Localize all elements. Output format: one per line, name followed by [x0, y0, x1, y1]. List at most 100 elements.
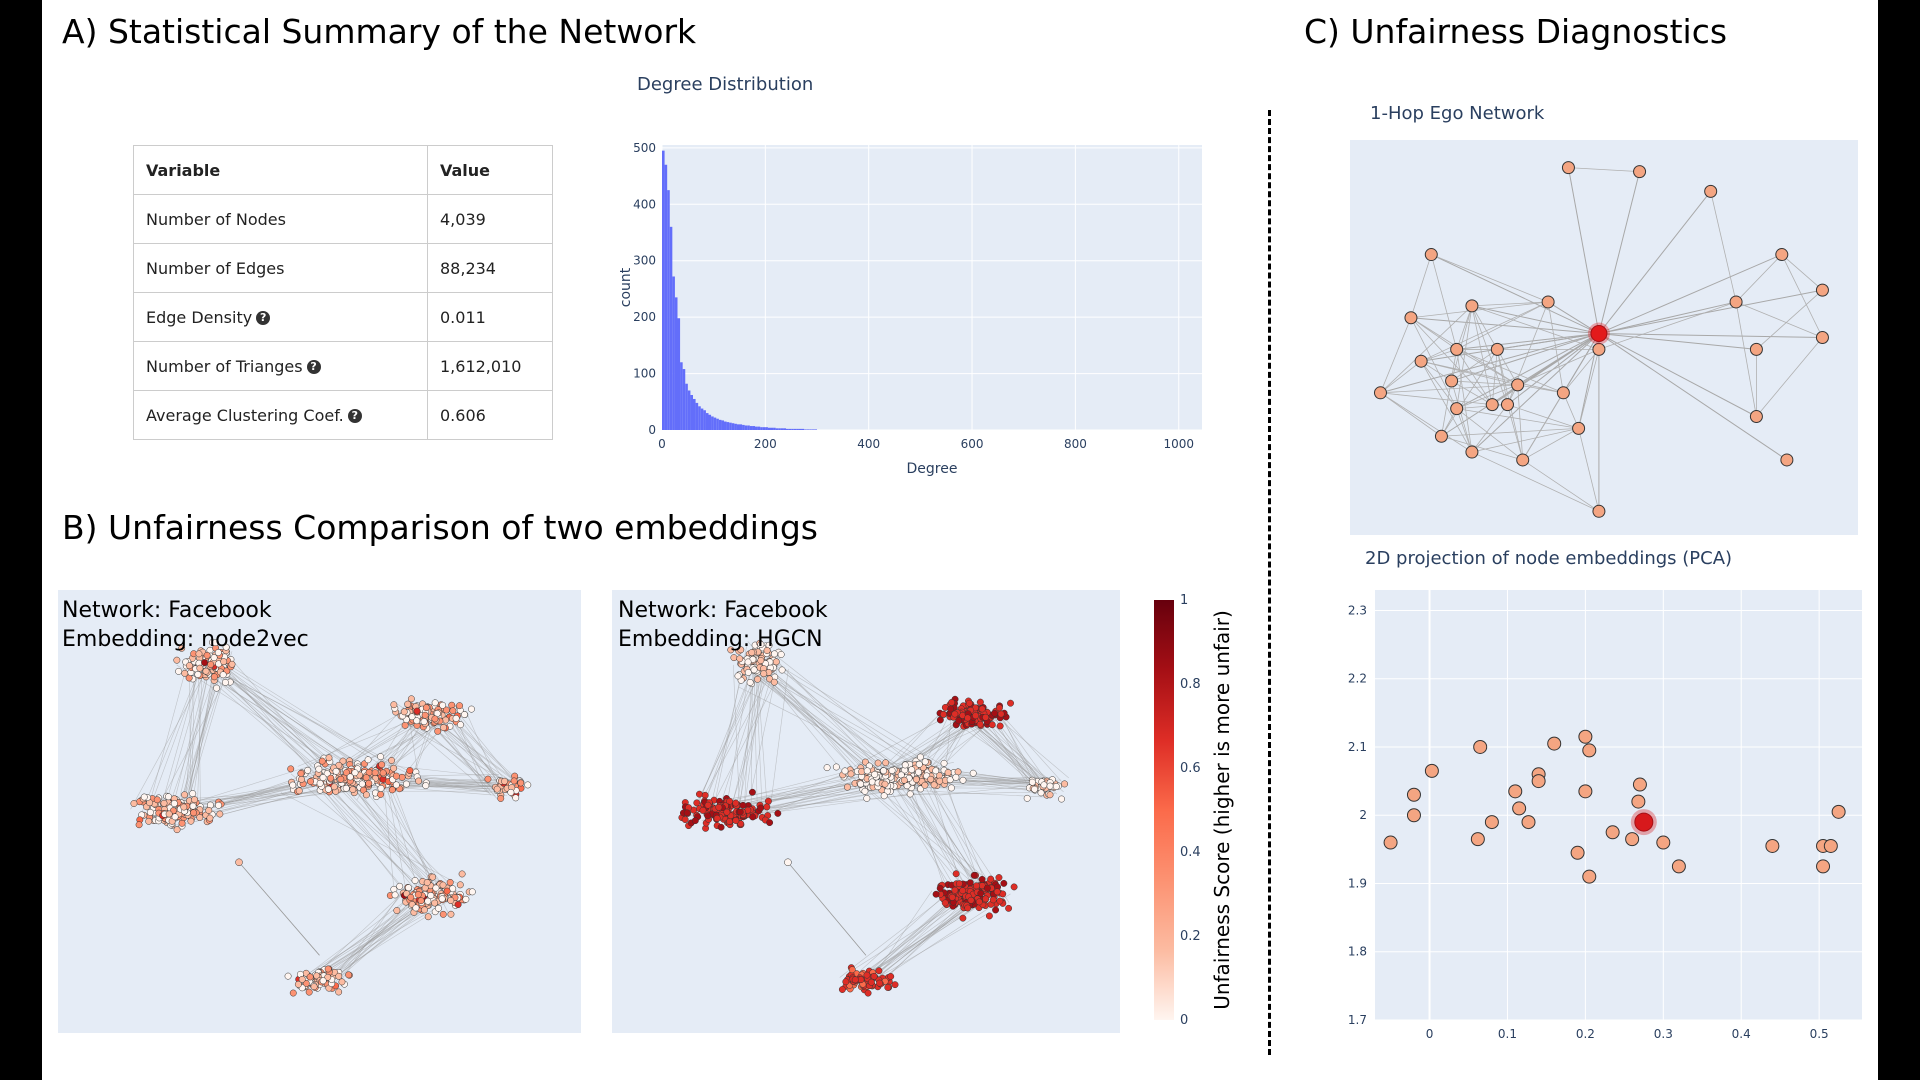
- edge: [328, 906, 442, 978]
- graph-node: [407, 893, 415, 901]
- graph-node: [393, 907, 401, 914]
- graph-node: [196, 664, 204, 672]
- scatter-point: [1831, 804, 1846, 819]
- graph-node: [908, 766, 916, 774]
- histogram-bar: [672, 276, 675, 430]
- help-icon[interactable]: ?: [347, 409, 362, 423]
- graph-node: [216, 810, 224, 818]
- graph-node: [891, 981, 899, 989]
- section-c-title: C) Unfairness Diagnostics: [1304, 12, 1728, 51]
- row-value: 0.011: [427, 292, 553, 342]
- edge: [1471, 305, 1498, 350]
- graph-node: [330, 783, 338, 791]
- graph-node: [524, 781, 532, 789]
- graph-node: [870, 972, 878, 980]
- edge: [308, 898, 409, 974]
- edge: [1456, 349, 1493, 405]
- histogram-bar: [718, 419, 722, 430]
- edge: [197, 660, 412, 774]
- graph-node: [778, 666, 786, 674]
- graph-node: [858, 768, 866, 776]
- network-plot-hgcn[interactable]: [612, 590, 1120, 1033]
- y-tick-label: 1.9: [1348, 876, 1367, 890]
- edge: [1456, 301, 1549, 350]
- colorbar-tick-label: 0: [1180, 1013, 1188, 1028]
- help-icon[interactable]: ?: [256, 311, 271, 325]
- graph-node: [966, 879, 974, 887]
- colorbar-tick-label: 0.6: [1180, 761, 1201, 776]
- edge: [1756, 337, 1823, 417]
- graph-node: [726, 818, 733, 825]
- graph-node: [1058, 795, 1065, 803]
- graph-node: [388, 757, 396, 764]
- section-a-title: A) Statistical Summary of the Network: [62, 12, 697, 51]
- edge: [1410, 254, 1432, 318]
- graph-node: [964, 714, 972, 722]
- graph-node: [713, 814, 721, 822]
- ego-node: [1704, 184, 1718, 198]
- graph-node: [732, 799, 740, 807]
- edge: [1471, 301, 1549, 307]
- graph-node: [748, 649, 756, 657]
- edge: [1456, 349, 1518, 386]
- x-tick-label: 400: [857, 437, 880, 451]
- edge: [853, 889, 952, 977]
- graph-node: [447, 897, 455, 904]
- edge: [862, 908, 968, 979]
- histogram-bar: [811, 429, 815, 430]
- graph-node: [302, 980, 310, 987]
- scatter-point: [1765, 838, 1780, 853]
- graph-node: [843, 783, 851, 791]
- edge: [762, 777, 855, 816]
- edge: [457, 711, 516, 784]
- histogram-bar: [729, 422, 732, 430]
- histogram-bar: [747, 425, 750, 430]
- scatter-point: [1406, 808, 1421, 823]
- graph-node: [900, 776, 908, 784]
- histogram-bar: [809, 429, 812, 430]
- edge: [457, 725, 501, 787]
- graph-node: [736, 655, 744, 663]
- graph-node: [871, 770, 879, 778]
- x-tick-label: 0: [1426, 1027, 1434, 1041]
- degree-histogram[interactable]: 0 100 200 300 400 500 0 200 400 600 800 1000 Degree c…: [612, 140, 1232, 480]
- graph-node: [313, 972, 321, 980]
- ego-node: [1749, 342, 1763, 356]
- help-icon[interactable]: ?: [306, 360, 321, 374]
- ego-node: [1465, 299, 1479, 313]
- graph-node: [398, 773, 406, 781]
- graph-node: [727, 646, 735, 654]
- graph-node: [507, 788, 515, 796]
- histogram-bar: [669, 226, 673, 430]
- graph-node: [378, 761, 386, 769]
- section-b-title: B) Unfairness Comparison of two embeddin…: [62, 508, 818, 547]
- x-tick-label: 0.4: [1732, 1027, 1751, 1041]
- graph-node: [841, 767, 849, 775]
- scatter-point: [1631, 794, 1646, 809]
- ego-network-plot[interactable]: [1350, 140, 1858, 535]
- ego-node: [1633, 165, 1647, 179]
- graph-node: [319, 977, 327, 985]
- edge: [770, 668, 789, 806]
- histogram-bar: [765, 427, 768, 430]
- pca-scatter[interactable]: 1.7 1.8 1.9 2 2.1 2.2 2.3 0 0.1 0.2 0.3 0.4 0.5: [1327, 585, 1867, 1045]
- histogram-bar: [739, 424, 743, 430]
- graph-node: [442, 716, 450, 724]
- network-plot-node2vec[interactable]: [58, 590, 581, 1033]
- histogram-bar: [770, 427, 774, 430]
- graph-node: [744, 669, 752, 676]
- graph-node: [294, 980, 302, 988]
- graph-node: [763, 803, 771, 811]
- y-tick-label: 0: [648, 423, 656, 437]
- network-label-node2vec: Network: Facebook Embedding: node2vec: [62, 596, 309, 654]
- graph-node: [997, 710, 1005, 718]
- edge: [147, 666, 187, 812]
- graph-node: [424, 913, 432, 921]
- graph-node: [422, 704, 430, 712]
- graph-node: [298, 975, 306, 983]
- graph-node: [427, 892, 435, 899]
- graph-node: [888, 767, 896, 774]
- graph-node: [452, 714, 460, 722]
- graph-node: [737, 646, 745, 654]
- graph-node: [181, 669, 189, 677]
